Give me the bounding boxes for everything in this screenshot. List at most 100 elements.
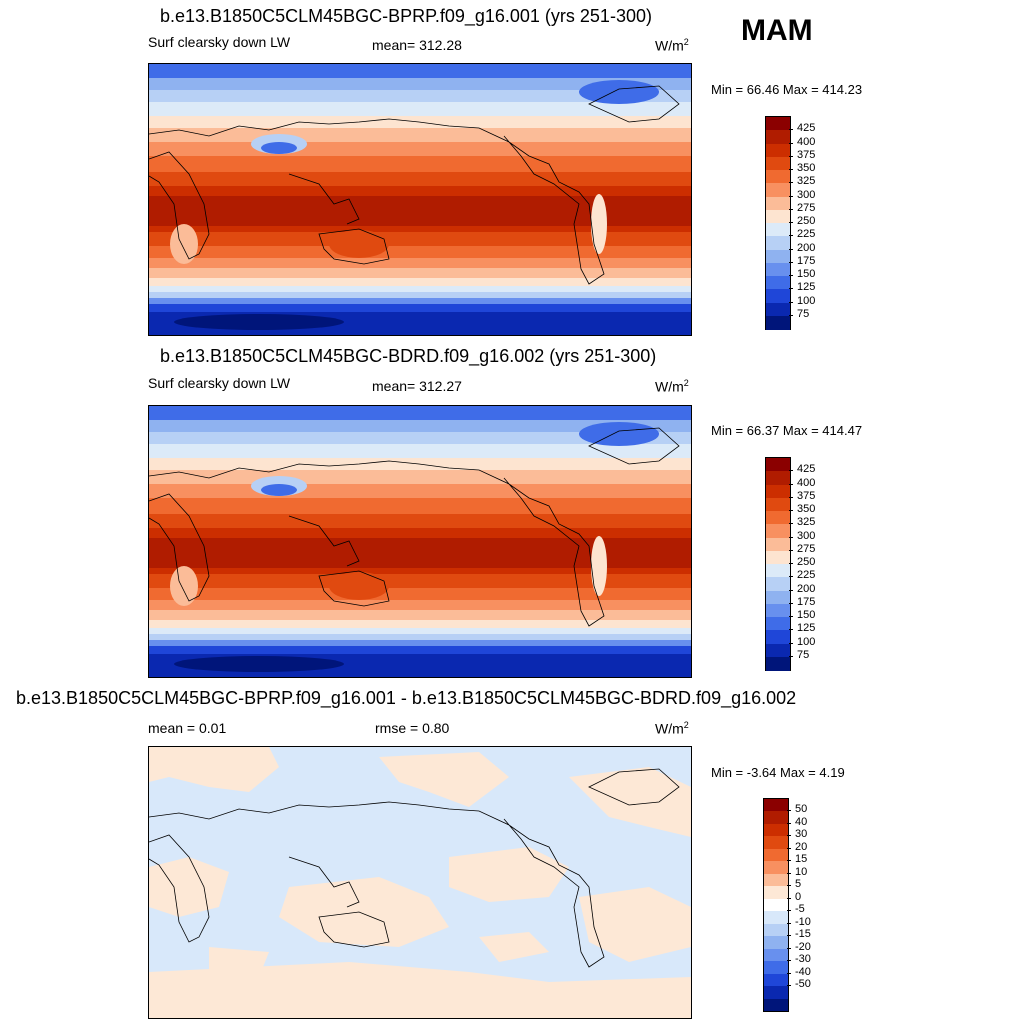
- colorbar-segment: [766, 656, 790, 671]
- colorbar-segment: [764, 961, 788, 975]
- colorbar-tick: [789, 536, 793, 538]
- colorbar-segment: [766, 315, 790, 330]
- colorbar-segment: [766, 249, 790, 264]
- colorbar-segment: [764, 848, 788, 862]
- colorbar-tick: [787, 897, 791, 899]
- colorbar-segment: [766, 183, 790, 197]
- colorbar-segment: [764, 861, 788, 875]
- colorbar-segment: [766, 143, 790, 158]
- colorbar-tick: [789, 602, 793, 604]
- colorbar-tick-label: 275: [797, 201, 816, 214]
- colorbar-segment: [764, 936, 788, 950]
- colorbar-segment: [764, 911, 788, 925]
- panel-2-title: b.e13.B1850C5CLM45BGC-BDRD.f09_g16.002 (…: [160, 346, 657, 366]
- panel-2-colorbar: [765, 457, 791, 671]
- colorbar-segment: [764, 973, 788, 987]
- colorbar-tick: [787, 972, 791, 974]
- colorbar-tick: [789, 576, 793, 578]
- colorbar-segment: [766, 262, 790, 277]
- colorbar-segment: [766, 524, 790, 538]
- colorbar-segment: [766, 643, 790, 658]
- colorbar-tick: [789, 275, 793, 276]
- colorbar-tick: [787, 947, 791, 949]
- colorbar-segment: [766, 223, 790, 237]
- colorbar-tick: [787, 985, 791, 987]
- colorbar-tick: [789, 496, 793, 498]
- colorbar-tick-label: 350: [797, 503, 816, 515]
- colorbar-tick: [787, 835, 791, 837]
- colorbar-tick-label: 200: [797, 241, 816, 254]
- colorbar-tick: [789, 629, 793, 631]
- colorbar-tick: [789, 655, 793, 657]
- colorbar-tick-label: 10: [795, 865, 808, 878]
- colorbar-tick-label: 250: [797, 215, 816, 227]
- colorbar-segment: [764, 923, 788, 937]
- panel-1-map: [148, 63, 692, 336]
- colorbar-tick-label: 30: [795, 828, 808, 841]
- colorbar-tick-label: -40: [795, 965, 811, 978]
- colorbar-segment: [764, 811, 788, 825]
- colorbar-segment: [766, 497, 790, 512]
- colorbar-tick: [787, 847, 791, 849]
- colorbar-segment: [766, 289, 790, 303]
- colorbar-tick-label: 50: [795, 803, 808, 816]
- colorbar-tick: [789, 642, 793, 644]
- colorbar-tick: [789, 288, 793, 290]
- colorbar-segment: [766, 170, 790, 184]
- colorbar-segment: [766, 209, 790, 224]
- panel-2-map: [148, 405, 692, 678]
- colorbar-tick-label: 40: [795, 815, 808, 828]
- season-label: MAM: [741, 14, 813, 47]
- colorbar-segment: [766, 236, 790, 250]
- colorbar-tick: [787, 922, 791, 924]
- panel-3-map: [148, 746, 692, 1019]
- colorbar-segment: [764, 998, 788, 1012]
- colorbar-tick-label: 375: [797, 148, 816, 161]
- panel-3-contour-field: [149, 747, 691, 1018]
- panel-3-title: b.e13.B1850C5CLM45BGC-BPRP.f09_g16.001 -…: [16, 688, 797, 708]
- colorbar-tick-label: 225: [797, 228, 816, 241]
- colorbar-tick-label: 275: [797, 542, 816, 555]
- colorbar-tick: [789, 235, 793, 237]
- colorbar-tick-label: 200: [797, 582, 816, 595]
- colorbar-tick: [789, 616, 793, 617]
- colorbar-tick: [789, 483, 793, 485]
- panel-2-variable-label: Surf clearsky down LW: [148, 375, 291, 391]
- colorbar-segment: [766, 590, 790, 605]
- colorbar-tick: [787, 822, 791, 824]
- colorbar-tick-label: 125: [797, 622, 816, 635]
- colorbar-tick-label: 0: [795, 890, 802, 903]
- colorbar-tick: [787, 860, 791, 862]
- colorbar-segment: [766, 471, 790, 485]
- panel-1-units: W/m2: [655, 37, 689, 54]
- panel-2-mean-label: mean= 312.27: [372, 378, 462, 394]
- colorbar-segment: [766, 276, 790, 290]
- colorbar-segment: [766, 458, 790, 472]
- colorbar-tick-label: -20: [795, 940, 811, 953]
- colorbar-segment: [766, 156, 790, 171]
- colorbar-tick-label: 75: [797, 307, 810, 320]
- panel-1-minmax: Min = 66.46 Max = 414.23: [711, 82, 863, 97]
- colorbar-tick-label: -5: [795, 903, 805, 916]
- colorbar-tick-label: 350: [797, 162, 816, 174]
- colorbar-tick: [789, 563, 793, 564]
- colorbar-segment: [766, 564, 790, 578]
- colorbar-tick: [787, 935, 791, 937]
- colorbar-tick-label: -30: [795, 953, 811, 966]
- colorbar-tick-label: 250: [797, 556, 816, 568]
- colorbar-tick-label: 100: [797, 294, 816, 307]
- colorbar-segment: [766, 630, 790, 644]
- colorbar-tick: [789, 208, 793, 210]
- colorbar-tick-label: 175: [797, 595, 816, 608]
- colorbar-segment: [764, 898, 788, 912]
- colorbar-tick: [789, 155, 793, 157]
- colorbar-tick: [789, 589, 793, 591]
- colorbar-tick-label: -50: [795, 978, 811, 991]
- colorbar-tick-label: -10: [795, 915, 811, 928]
- colorbar-tick-label: 150: [797, 609, 816, 621]
- colorbar-tick-label: 400: [797, 135, 816, 148]
- panel-2-contour-field: [149, 406, 691, 677]
- colorbar-tick: [789, 470, 793, 472]
- colorbar-segment: [764, 886, 788, 900]
- panel-1-contour-field: [149, 64, 691, 335]
